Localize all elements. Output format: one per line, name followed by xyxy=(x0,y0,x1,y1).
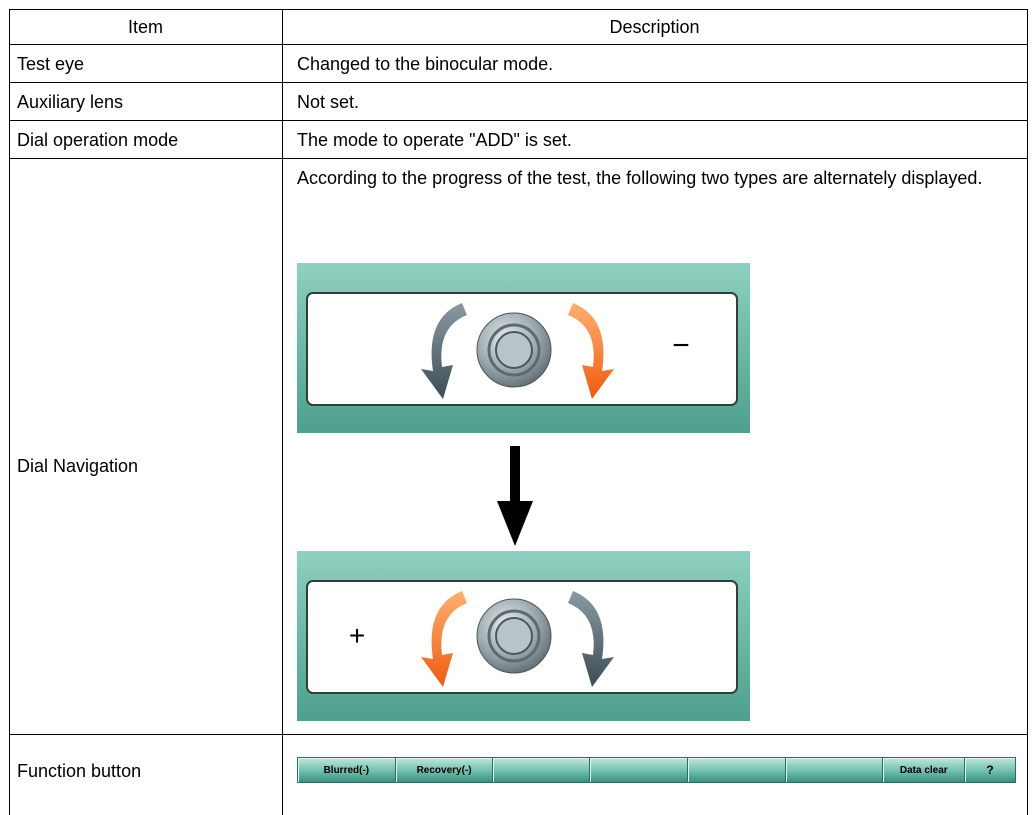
function-button[interactable] xyxy=(786,758,884,782)
item-cell: Function button xyxy=(17,761,142,781)
function-button[interactable]: ? xyxy=(965,758,1015,782)
cw-arrow xyxy=(568,591,614,687)
border xyxy=(9,9,1028,10)
item-cell: Dial Navigation xyxy=(17,456,139,476)
ccw-arrow xyxy=(421,591,467,687)
function-button[interactable]: Data clear xyxy=(883,758,966,782)
minus-symbol: − xyxy=(672,329,690,362)
description-cell: Not set. xyxy=(297,92,360,112)
dial-ring xyxy=(487,609,541,663)
function-button[interactable] xyxy=(590,758,688,782)
border xyxy=(9,120,1028,121)
function-button[interactable]: Recovery(-) xyxy=(396,758,494,782)
item-cell: Auxiliary lens xyxy=(17,92,124,112)
function-button[interactable] xyxy=(493,758,591,782)
border xyxy=(282,9,283,815)
ccw-arrow xyxy=(421,303,467,399)
description-cell: The mode to operate "ADD" is set. xyxy=(297,130,572,150)
border xyxy=(9,158,1028,159)
description-cell: Changed to the binocular mode. xyxy=(297,54,554,74)
border xyxy=(9,9,10,815)
border xyxy=(1027,9,1028,815)
dial-center xyxy=(495,617,533,655)
border xyxy=(9,82,1028,83)
dial-panel: − xyxy=(297,263,750,433)
function-button[interactable]: Blurred(-) xyxy=(298,758,396,782)
dial-ring xyxy=(487,323,541,377)
description-cell: According to the progress of the test, t… xyxy=(297,168,983,188)
function-bar: Blurred(-) Recovery(-) Data clear ? xyxy=(297,757,1016,783)
dial-panel: + xyxy=(297,551,750,721)
border xyxy=(9,734,1028,735)
function-button[interactable] xyxy=(688,758,786,782)
item-cell: Test eye xyxy=(17,54,85,74)
header-cell: Item xyxy=(127,17,163,37)
cw-arrow xyxy=(568,303,614,399)
down-arrow xyxy=(497,446,533,546)
border xyxy=(9,44,1028,45)
header-cell: Description xyxy=(609,17,700,37)
dial-center xyxy=(495,331,533,369)
plus-symbol: + xyxy=(349,620,365,651)
item-cell: Dial operation mode xyxy=(17,130,179,150)
